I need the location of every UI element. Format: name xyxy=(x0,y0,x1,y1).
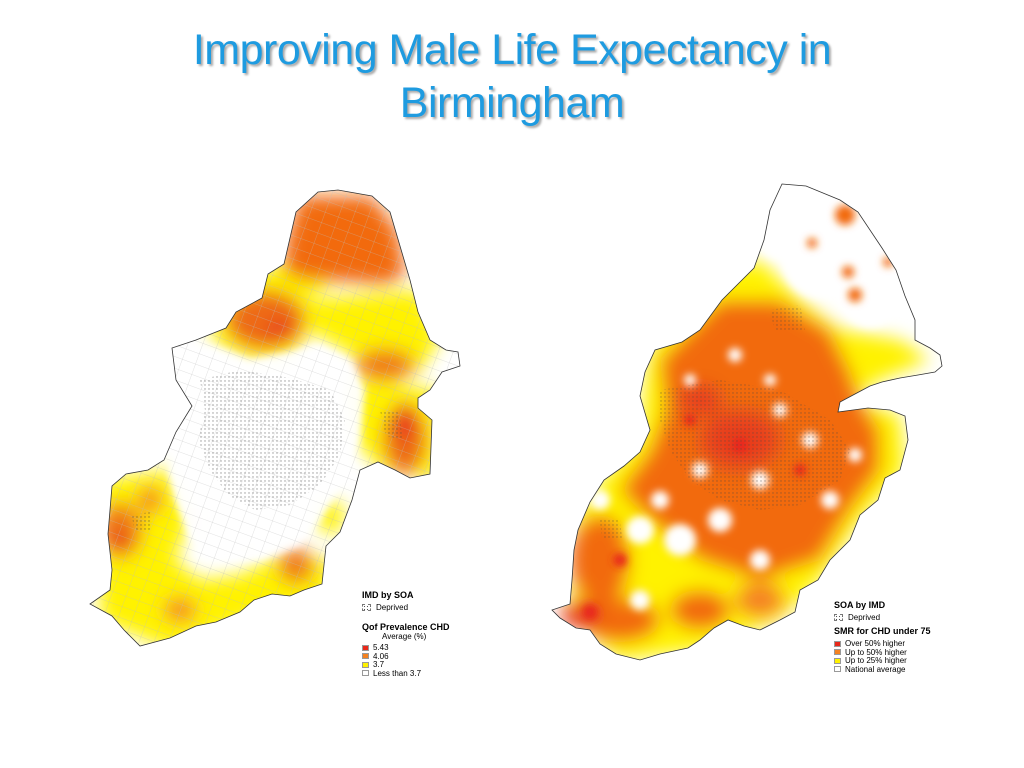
legend-swatch xyxy=(362,653,369,660)
right-legend-deprived-row: Deprived xyxy=(834,613,964,622)
legend-label: Over 50% higher xyxy=(845,639,906,649)
left-legend-imd-title: IMD by SOA xyxy=(362,590,414,600)
right-legend-item: Up to 50% higher xyxy=(834,648,964,657)
left-legend-deprived-row: Deprived xyxy=(362,603,472,612)
left-map xyxy=(89,189,461,647)
deprived-swatch xyxy=(362,603,371,611)
right-legend-smr-title: SMR for CHD under 75 xyxy=(834,625,931,636)
legend-label: Up to 50% higher xyxy=(845,647,907,657)
left-legend-item: 5.43 xyxy=(362,643,472,653)
right-legend-item: Up to 25% higher xyxy=(834,656,964,666)
right-legend-soa-title: SOA by IMD xyxy=(834,600,886,610)
left-legend-item: Less than 3.7 xyxy=(362,669,472,678)
left-legend-prevalence-subtitle: Average (%) xyxy=(382,631,427,641)
legend-label: Up to 25% higher xyxy=(845,656,907,666)
right-map-legend: SOA by IMD Deprived SMR for CHD under 75… xyxy=(834,600,964,674)
left-map-legend: IMD by SOA Deprived Qof Prevalence CHD A… xyxy=(362,590,472,678)
left-legend-prevalence-title: Qof Prevalence CHD xyxy=(362,621,450,632)
right-legend-item: Over 50% higher xyxy=(834,639,964,649)
left-legend-deprived-label: Deprived xyxy=(376,602,409,612)
left-legend-item: 3.7 xyxy=(362,660,472,670)
slide-title: Improving Male Life Expectancy in Birmin… xyxy=(0,24,1024,130)
title-line-2: Birmingham xyxy=(399,79,625,127)
legend-swatch xyxy=(834,649,841,656)
right-legend-item: National average xyxy=(834,665,964,674)
right-map xyxy=(551,183,943,661)
legend-swatch xyxy=(362,661,369,668)
legend-label: 5.43 xyxy=(373,643,389,653)
legend-label: 3.7 xyxy=(373,660,385,670)
legend-label: Less than 3.7 xyxy=(373,668,422,678)
left-map-outline xyxy=(89,189,461,647)
right-map-outline xyxy=(551,183,943,661)
title-line-1: Improving Male Life Expectancy in xyxy=(192,26,832,74)
left-legend-item: 4.06 xyxy=(362,652,472,661)
legend-swatch xyxy=(834,657,841,664)
legend-swatch xyxy=(362,670,369,677)
deprived-swatch xyxy=(834,613,843,621)
legend-label: 4.06 xyxy=(373,651,389,661)
legend-swatch xyxy=(834,640,841,647)
legend-label: National average xyxy=(845,664,906,674)
legend-swatch xyxy=(362,644,369,651)
legend-swatch xyxy=(834,666,841,673)
right-legend-deprived-label: Deprived xyxy=(848,612,881,622)
